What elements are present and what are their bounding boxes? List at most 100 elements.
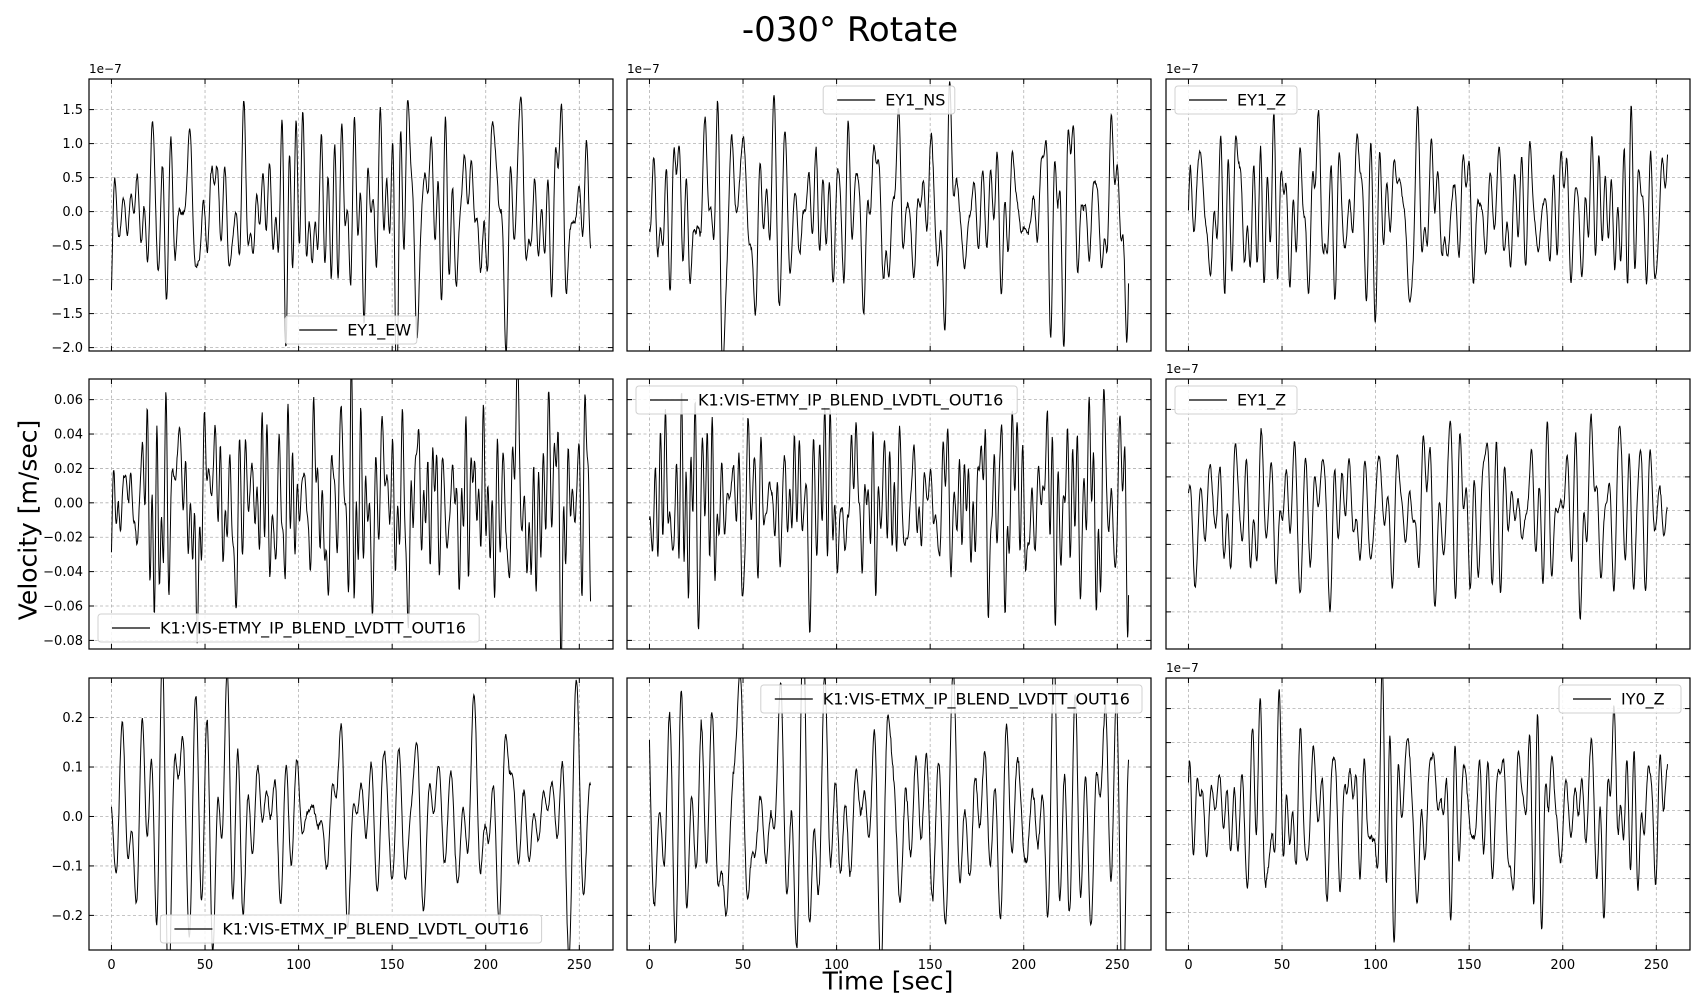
plot-frame: [626, 677, 1152, 951]
x-axis-label: Time [sec]: [822, 966, 954, 996]
offset-text: 1e−7: [1166, 62, 1199, 76]
series-line: [648, 388, 1130, 638]
x-tick-label: 150: [918, 958, 943, 973]
legend-box: [822, 85, 956, 115]
legend: K1:VIS-ETMX_IP_BLEND_LVDTT_OUT16: [760, 684, 1143, 714]
series-line: [1187, 105, 1669, 323]
legend: EY1_Z: [1174, 385, 1298, 415]
x-tick-label: 250: [1105, 958, 1130, 973]
legend: EY1_Z: [1174, 85, 1298, 115]
y-tick-label: −0.06: [43, 600, 83, 615]
legend-box: [97, 613, 480, 643]
y-tick-label: 0.2: [62, 711, 83, 726]
y-tick-label: −0.08: [43, 634, 83, 649]
subplot-3: 1e−7 EY1_Z: [1165, 62, 1691, 352]
offset-text: 1e−7: [1166, 661, 1199, 675]
x-tick-label: 0: [1184, 958, 1192, 973]
offset-text: 1e−7: [1166, 362, 1199, 376]
plot-frame: [88, 677, 614, 951]
x-tick-label: 50: [197, 958, 214, 973]
legend-label: EY1_NS: [885, 91, 945, 111]
legend-box: [1174, 85, 1298, 115]
figure-title: -030° Rotate: [741, 10, 959, 50]
y-tick-label: 0.0: [62, 810, 83, 825]
plot-frame: [1165, 677, 1691, 951]
legend: EY1_EW: [284, 315, 418, 345]
legend-box: [635, 385, 1018, 415]
subplot-5: K1:VIS-ETMY_IP_BLEND_LVDTL_OUT16: [626, 378, 1152, 650]
series-line: [1187, 413, 1668, 621]
series-line: [110, 678, 592, 950]
subplot-9: 0 50 100 150 200 250 1e−7 IY0_Z: [1165, 661, 1691, 973]
y-tick-label: 0.5: [62, 171, 83, 186]
subplot-1: −2.0 −1.5 −1.0 −0.5 0.0 0.5 1.0 1.5 1e−7 EY1_EW: [51, 62, 614, 356]
series-line: [648, 81, 1130, 351]
legend-box: [159, 914, 543, 944]
plot-frame: [88, 378, 614, 650]
x-tick-label: 200: [473, 958, 498, 973]
y-tick-label: 0.0: [62, 205, 83, 220]
plot-frame: [626, 78, 1152, 352]
legend-box: [760, 684, 1143, 714]
y-tick-label: 0.06: [54, 393, 83, 408]
x-tick-label: 100: [824, 958, 849, 973]
legend-box: [284, 315, 418, 345]
y-tick-label: −0.1: [51, 859, 83, 874]
subplot-6: 1e−7 EY1_Z: [1165, 362, 1691, 650]
legend: IY0_Z: [1558, 684, 1682, 714]
legend: EY1_NS: [822, 85, 956, 115]
x-tick-label: 200: [1550, 958, 1575, 973]
plot-frame: [1165, 78, 1691, 352]
x-tick-label: 100: [1363, 958, 1388, 973]
legend-box: [1174, 385, 1298, 415]
legend: K1:VIS-ETMX_IP_BLEND_LVDTL_OUT16: [159, 914, 543, 944]
legend-label: K1:VIS-ETMX_IP_BLEND_LVDTL_OUT16: [222, 920, 529, 940]
legend-label: K1:VIS-ETMY_IP_BLEND_LVDTL_OUT16: [698, 391, 1003, 411]
series-line: [110, 379, 592, 649]
series-line: [110, 96, 592, 351]
x-tick-label: 150: [1457, 958, 1482, 973]
x-tick-label: 250: [567, 958, 592, 973]
y-tick-label: −0.5: [51, 239, 83, 254]
y-tick-label: 0.00: [54, 496, 83, 511]
x-tick-label: 250: [1644, 958, 1669, 973]
x-tick-label: 200: [1011, 958, 1036, 973]
legend-box: [1558, 684, 1682, 714]
x-tick-label: 0: [645, 958, 653, 973]
legend-label: EY1_EW: [347, 321, 411, 341]
subplot-8: 0 50 100 150 200 250 K1:VIS-ETMX_IP_BLEND_LVDT…: [626, 677, 1152, 973]
x-tick-label: 50: [735, 958, 752, 973]
y-tick-label: 1.0: [62, 137, 83, 152]
legend-label: EY1_Z: [1237, 91, 1286, 111]
legend-label: K1:VIS-ETMY_IP_BLEND_LVDTT_OUT16: [160, 619, 466, 639]
y-tick-label: −0.04: [43, 565, 83, 580]
plot-frame: [88, 78, 614, 352]
subplot-4: −0.08 −0.06 −0.04 −0.02 0.00 0.02 0.04 0.06 K1:V…: [43, 378, 614, 650]
y-tick-label: −0.02: [43, 531, 83, 546]
legend-label: EY1_Z: [1237, 391, 1286, 411]
x-tick-label: 50: [1274, 958, 1291, 973]
subplot-7: 0 50 100 150 200 250 −0.2 −0.1 0.0 0.1 0.2 K1:VIS-E…: [51, 677, 614, 973]
y-tick-label: −1.0: [51, 273, 83, 288]
series-line: [1187, 678, 1669, 943]
offset-text: 1e−7: [627, 62, 660, 76]
y-tick-label: 0.1: [62, 761, 83, 776]
y-tick-label: −1.5: [51, 307, 83, 322]
x-tick-label: 100: [286, 958, 311, 973]
x-tick-label: 0: [107, 958, 115, 973]
legend-label: K1:VIS-ETMX_IP_BLEND_LVDTT_OUT16: [823, 690, 1130, 710]
y-tick-label: −2.0: [51, 341, 83, 356]
y-tick-label: 0.04: [54, 428, 83, 443]
plot-frame: [626, 378, 1152, 650]
y-tick-label: −0.2: [51, 909, 83, 924]
plot-frame: [1165, 378, 1691, 650]
y-tick-label: 0.02: [54, 462, 83, 477]
y-tick-label: 1.5: [62, 103, 83, 118]
legend: K1:VIS-ETMY_IP_BLEND_LVDTT_OUT16: [97, 613, 480, 643]
offset-text: 1e−7: [89, 62, 122, 76]
legend: K1:VIS-ETMY_IP_BLEND_LVDTL_OUT16: [635, 385, 1018, 415]
subplot-2: 1e−7 EY1_NS: [626, 62, 1152, 352]
legend-label: IY0_Z: [1621, 690, 1665, 710]
